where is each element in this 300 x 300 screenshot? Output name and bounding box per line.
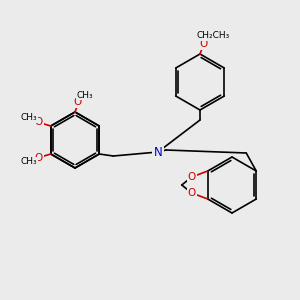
Text: N: N <box>154 146 162 158</box>
Text: CH₃: CH₃ <box>20 113 37 122</box>
Text: O: O <box>199 39 207 49</box>
Text: CH₂CH₃: CH₂CH₃ <box>196 32 230 40</box>
Text: CH₃: CH₃ <box>77 91 93 100</box>
Text: O: O <box>188 172 196 182</box>
Text: O: O <box>74 97 82 107</box>
Text: O: O <box>188 188 196 198</box>
Text: CH₃: CH₃ <box>20 158 37 166</box>
Text: O: O <box>34 153 43 163</box>
Text: O: O <box>34 117 43 127</box>
